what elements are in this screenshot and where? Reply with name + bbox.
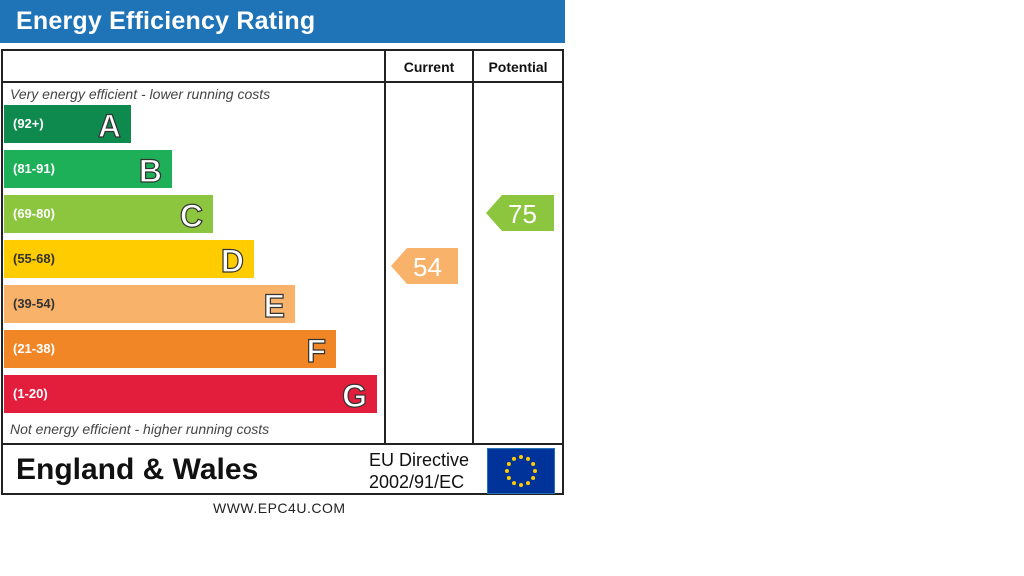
band-letter: G [342,377,368,414]
eu-directive: EU Directive 2002/91/EC [369,449,469,493]
current-column-header: Current [403,59,455,75]
current-rating-value: 54 [413,252,442,282]
band-a: (92+) A [4,105,131,145]
star-icon [526,456,530,461]
rating-table [1,49,564,495]
star-icon [512,481,516,486]
star-icon [531,462,536,466]
potential-arrow [486,195,554,231]
header-divider [1,81,564,83]
star-icon [506,462,511,466]
potential-arrow-shape [486,195,554,231]
star-icon [526,481,530,486]
band-letter: C [179,197,203,234]
band-b: (81-91) B [4,150,172,190]
column-divider [384,49,386,445]
star-icon [519,455,523,459]
star-icon [512,456,516,461]
country-label: England & Wales [16,453,259,486]
current-arrow [391,248,458,284]
band-range: (1-20) [13,386,48,401]
band-d: (55-68) D [4,240,254,280]
current-rating-marker: 54 [391,248,458,284]
band-range: (21-38) [13,341,55,356]
star-icon [531,476,536,480]
band-g: (1-20) G [4,375,377,415]
band-range: (39-54) [13,296,55,311]
band-letter: D [220,242,244,279]
eu-flag-icon [487,448,555,494]
header-bar: Energy Efficiency Rating [0,0,565,43]
page-title: Energy Efficiency Rating [16,7,316,35]
star-icon [533,469,537,473]
band-letter: F [306,332,327,369]
band-range: (55-68) [13,251,55,266]
directive-line-1: EU Directive [369,450,470,470]
directive-line-2: 2002/91/EC [369,472,465,492]
column-divider [472,49,474,445]
band-range: (69-80) [13,206,55,221]
star-icon [519,483,523,487]
bottom-note: Not energy efficient - higher running co… [10,421,270,437]
footer-url: WWW.EPC4U.COM [213,500,346,516]
star-icon [505,469,509,473]
band-range: (81-91) [13,161,55,176]
band-f: (21-38) F [4,330,336,370]
band-letter: E [263,287,286,324]
band-e: (39-54) E [4,285,295,325]
star-icon [506,476,511,480]
band-c: (69-80) C [4,195,213,235]
top-note: Very energy efficient - lower running co… [10,86,271,102]
band-range: (92+) [13,116,44,131]
potential-rating-value: 75 [508,199,537,229]
band-letter: A [97,107,121,144]
current-arrow-shape [391,248,458,284]
band-letter: B [138,152,162,189]
footer-divider [1,443,564,445]
potential-rating-marker: 75 [486,195,554,231]
potential-column-header: Potential [488,59,548,75]
